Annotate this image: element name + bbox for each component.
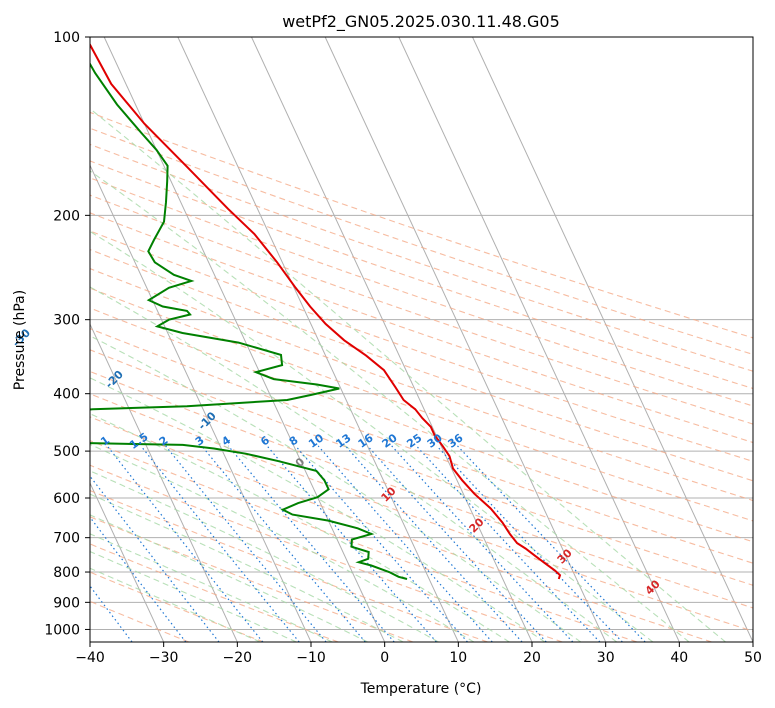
dry-adiabat <box>90 516 414 642</box>
y-tick-label: 800 <box>53 565 80 581</box>
plot-area <box>90 37 753 642</box>
moist-adiabat <box>90 443 475 642</box>
y-tick-label: 700 <box>53 531 80 547</box>
mixing-ratio-line <box>140 445 300 642</box>
x-tick-label: −10 <box>296 650 326 666</box>
dry-adiabat <box>90 143 753 372</box>
dry-adiabat <box>90 160 753 390</box>
dry-adiabat <box>90 111 753 339</box>
dewpoint-profile-line <box>90 61 408 580</box>
moist-adiabat <box>90 493 404 642</box>
mixing-ratio-line <box>165 445 327 642</box>
x-tick-label: −20 <box>223 650 253 666</box>
y-tick-label: 1000 <box>44 622 80 638</box>
dry-adiabat <box>90 287 753 522</box>
mixing-ratio-line <box>227 445 395 642</box>
mixing-ratio-line <box>391 445 574 642</box>
dry-adiabat <box>90 349 753 586</box>
y-tick-label: 400 <box>53 387 80 403</box>
x-axis-label: Temperature (°C) <box>360 681 482 697</box>
moist-adiabat <box>90 413 510 642</box>
dry-adiabat <box>90 489 488 642</box>
x-tick-label: 10 <box>449 650 467 666</box>
dry-adiabat <box>90 194 753 425</box>
dry-adiabat <box>90 464 563 642</box>
isotherm-gridline <box>251 37 533 642</box>
mixing-ratio-line <box>295 445 468 642</box>
isotherm-gridline <box>103 37 386 642</box>
temperature-profile-line <box>90 42 562 580</box>
mixing-ratio-line <box>367 445 547 642</box>
x-tick-label: 0 <box>380 650 389 666</box>
dry-adiabat <box>90 416 712 642</box>
isotherm-gridline <box>177 37 459 642</box>
isotherm-gridline <box>472 37 753 642</box>
moist-adiabat <box>90 230 654 642</box>
y-tick-label: 200 <box>53 208 80 224</box>
x-tick-label: −40 <box>75 650 105 666</box>
dry-adiabat <box>90 328 753 564</box>
dry-adiabat <box>90 212 753 444</box>
moist-adiabat <box>90 533 333 642</box>
y-tick-label: 100 <box>53 30 80 46</box>
y-tick-label: 500 <box>53 444 80 460</box>
isotherm-gridline <box>398 37 680 642</box>
moist-adiabat <box>90 550 297 642</box>
moist-adiabat <box>90 286 618 642</box>
y-tick-label: 300 <box>53 313 80 329</box>
mixing-ratio-line <box>266 445 437 642</box>
moist-adiabat <box>90 377 546 642</box>
dry-adiabat <box>90 248 753 482</box>
mixing-ratio-line <box>415 445 601 642</box>
mixing-ratio-line <box>201 445 366 642</box>
dry-adiabat <box>90 307 753 543</box>
moist-adiabat <box>90 335 582 642</box>
mixing-ratio-line <box>345 445 523 642</box>
x-tick-label: 40 <box>670 650 688 666</box>
isotherm-gridline <box>90 481 165 642</box>
x-tick-label: 50 <box>744 650 762 666</box>
isotherm-gridline <box>324 37 607 642</box>
plot-frame <box>89 36 754 643</box>
x-tick-label: 20 <box>523 650 541 666</box>
moist-adiabat <box>90 108 726 642</box>
axes: −40 −30 −20 −10 0 10 20 30 40 50 100 200 300 400 500 60… <box>44 30 762 666</box>
x-tick-label: 30 <box>597 650 615 666</box>
dry-adiabat <box>90 571 264 642</box>
x-tick-label: −30 <box>149 650 179 666</box>
mixing-ratio-line <box>317 445 493 642</box>
moist-adiabat <box>90 567 261 642</box>
y-axis-label: Pressure (hPa) <box>12 290 28 390</box>
chart-title: wetPf2_GN05.2025.030.11.48.G05 <box>282 12 560 32</box>
dry-adiabat <box>90 370 753 609</box>
y-tick-label: 600 <box>53 491 80 507</box>
y-tick-label: 900 <box>53 595 80 611</box>
